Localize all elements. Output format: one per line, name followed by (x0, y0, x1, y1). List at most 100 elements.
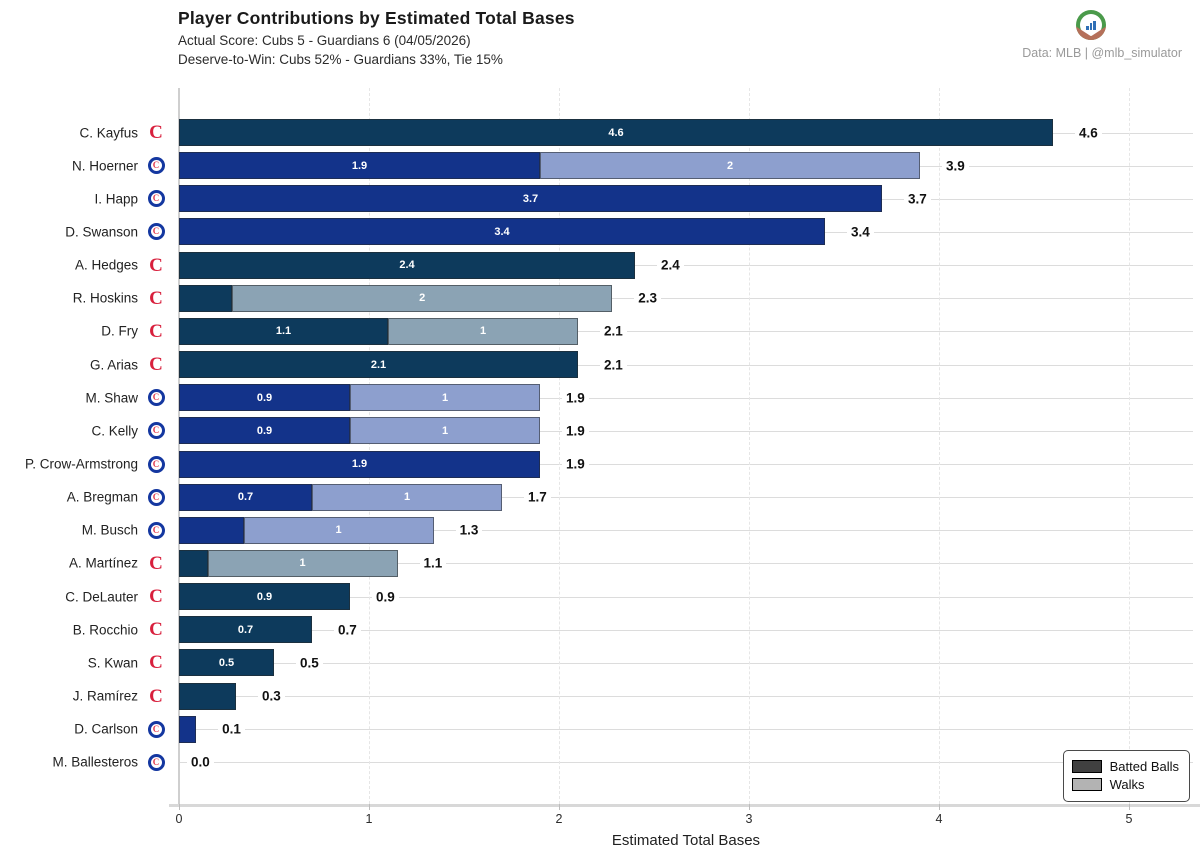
player-name-label: D. Carlson (74, 721, 138, 737)
batted-balls-bar[interactable]: 4.6 (179, 119, 1053, 146)
guardians-c-glyph: C (149, 354, 163, 376)
x-tick-label: 3 (745, 812, 753, 826)
batted-balls-bar[interactable] (179, 715, 197, 743)
row-gridline (179, 530, 1193, 532)
walks-bar[interactable]: 1 (243, 516, 434, 544)
batted-balls-bar[interactable] (179, 516, 244, 544)
batted-balls-bar[interactable]: 1.9 (179, 450, 540, 478)
batted-balls-bar[interactable]: 1.1 (179, 317, 388, 345)
cubs-circle-glyph: C (147, 190, 165, 208)
vertical-gridline (1129, 88, 1130, 804)
batted-balls-bar[interactable]: 0.9 (179, 384, 350, 412)
batted-balls-bar[interactable]: 0.7 (179, 616, 312, 644)
walks-value-label: 1 (441, 424, 449, 437)
guardians-logo-icon: C (146, 653, 166, 673)
total-value-label: 0.5 (296, 655, 323, 671)
x-tick-label: 4 (935, 812, 943, 826)
player-name-label: C. Kayfus (79, 125, 138, 140)
total-value-label: 3.9 (942, 158, 969, 174)
total-value-label: 0.3 (258, 688, 285, 704)
cubs-logo-icon: C (146, 388, 166, 408)
row-gridline (179, 563, 1193, 565)
total-value-label: 2.1 (600, 357, 627, 373)
guardians-logo-icon: C (146, 321, 166, 341)
row-gridline (179, 497, 1193, 499)
guardians-logo-icon: C (146, 686, 166, 706)
player-name-label: C. DeLauter (65, 589, 138, 605)
cubs-logo-icon: C (146, 520, 166, 540)
batted-balls-value-label: 0.9 (256, 424, 273, 437)
batted-balls-bar[interactable]: 2.1 (179, 351, 578, 379)
player-name-label: M. Shaw (85, 390, 138, 406)
batted-balls-bar[interactable] (179, 284, 233, 312)
walks-bar[interactable]: 2 (540, 152, 920, 180)
batted-balls-bar[interactable] (179, 682, 236, 710)
vertical-gridline (749, 88, 750, 804)
x-tick-mark (749, 804, 750, 810)
row-gridline (179, 430, 1193, 432)
player-name-label: A. Hedges (74, 257, 138, 273)
row-gridline (179, 696, 1193, 698)
batted-balls-value-label: 4.6 (608, 126, 624, 139)
player-name-label: A. Martínez (68, 555, 138, 571)
player-name-label: B. Rocchio (72, 622, 138, 638)
legend-entry-batted: Batted Balls (1071, 759, 1179, 774)
cubs-circle-glyph: C (147, 720, 165, 738)
guardians-c-glyph: C (149, 320, 163, 342)
player-name-label: D. Swanson (65, 224, 138, 240)
batted-balls-value-label: 2.1 (370, 358, 387, 371)
data-credit: Data: MLB | @mlb_simulator (1022, 46, 1182, 60)
batted-balls-swatch (1071, 760, 1102, 773)
bar-chart-glyph-icon (1086, 21, 1096, 30)
walks-bar[interactable]: 2 (232, 284, 613, 312)
walks-bar[interactable]: 1 (350, 384, 540, 412)
x-tick-mark (939, 804, 940, 810)
player-name-label: A. Bregman (66, 489, 138, 505)
walks-bar[interactable]: 1 (388, 317, 578, 345)
batted-balls-bar[interactable]: 0.5 (179, 649, 274, 677)
batted-balls-bar[interactable]: 3.7 (179, 185, 882, 213)
walks-bar[interactable]: 1 (312, 483, 502, 511)
guardians-c-glyph: C (149, 652, 163, 674)
x-tick-mark (559, 804, 560, 810)
batted-balls-bar[interactable]: 0.9 (179, 417, 350, 445)
batted-balls-value-label: 0.9 (256, 590, 273, 603)
walks-bar[interactable]: 1 (207, 549, 398, 577)
batted-balls-value-label: 3.7 (522, 192, 539, 205)
batted-balls-bar[interactable]: 0.7 (179, 483, 312, 511)
guardians-c-glyph: C (149, 122, 163, 143)
cubs-circle-glyph: C (147, 521, 165, 539)
total-value-label: 0.7 (334, 622, 361, 638)
batted-balls-value-label: 0.7 (237, 623, 254, 636)
row-gridline (179, 397, 1193, 399)
cubs-circle-glyph: C (147, 488, 165, 506)
batted-balls-bar[interactable] (179, 549, 208, 577)
walks-value-label: 1 (403, 491, 411, 504)
guardians-c-glyph: C (149, 552, 163, 574)
batted-balls-bar[interactable]: 0.9 (179, 583, 350, 611)
batted-balls-value-label: 1.9 (351, 159, 368, 172)
cubs-logo-icon: C (146, 454, 166, 474)
walks-bar[interactable]: 1 (350, 417, 540, 445)
mlb-simulator-logo-inner (1080, 14, 1102, 36)
cubs-logo-icon: C (146, 719, 166, 739)
x-tick-mark (1129, 804, 1130, 810)
legend-batted-label: Batted Balls (1109, 759, 1179, 774)
batted-balls-bar[interactable]: 3.4 (179, 218, 825, 246)
player-name-label: G. Arias (89, 357, 138, 373)
x-tick-mark (179, 804, 180, 810)
batted-balls-value-label: 1.9 (351, 458, 368, 470)
cubs-circle-glyph: C (147, 157, 165, 175)
batted-balls-bar[interactable]: 2.4 (179, 251, 635, 279)
x-tick-label: 1 (365, 812, 373, 826)
y-axis-spine (178, 88, 180, 806)
row-gridline (179, 729, 1193, 731)
cubs-logo-icon: C (146, 189, 166, 209)
actual-score-subtitle: Actual Score: Cubs 5 - Guardians 6 (04/0… (178, 33, 471, 48)
guardians-logo-icon: C (146, 587, 166, 607)
row-gridline (179, 265, 1193, 267)
guardians-logo-icon: C (146, 255, 166, 275)
cubs-circle-glyph: C (147, 753, 165, 771)
row-gridline (179, 629, 1193, 631)
batted-balls-bar[interactable]: 1.9 (179, 152, 540, 180)
